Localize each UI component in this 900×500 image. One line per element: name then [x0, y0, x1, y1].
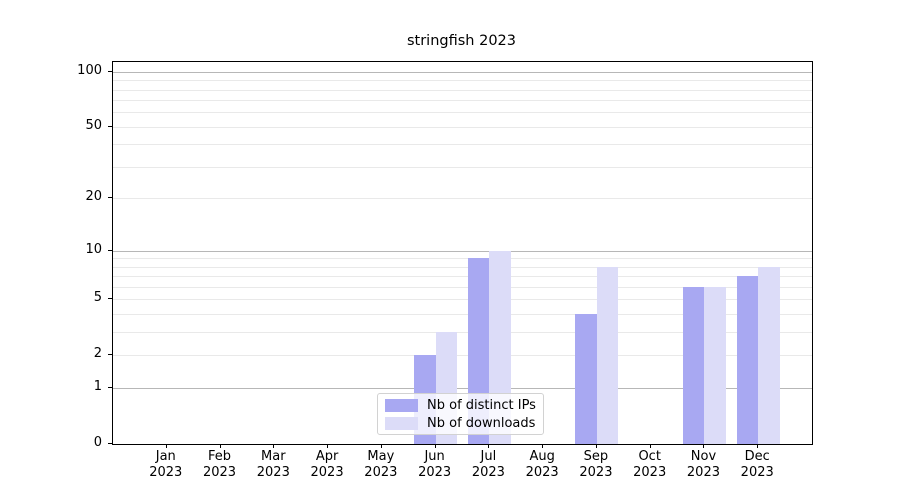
x-tick-label: Aug 2023	[525, 449, 559, 480]
gridline-minor	[113, 167, 812, 169]
y-tick-label: 20	[85, 189, 102, 205]
gridline-minor	[113, 266, 812, 268]
x-tick-label: Jun 2023	[418, 449, 452, 480]
x-tick-label: Apr 2023	[310, 449, 344, 480]
plot-area	[112, 61, 813, 445]
legend-label-distinct-ips: Nb of distinct IPs	[427, 397, 536, 413]
gridline-minor	[113, 332, 812, 334]
legend-label-downloads: Nb of downloads	[427, 415, 536, 431]
x-tick-mark	[542, 444, 544, 448]
x-tick-mark	[649, 444, 651, 448]
y-tick-mark	[108, 387, 112, 389]
gridline-minor	[113, 126, 812, 128]
y-tick-label: 1	[93, 379, 102, 395]
gridline-major	[113, 250, 812, 252]
legend-swatch-distinct-ips	[385, 398, 418, 412]
gridline-minor	[113, 198, 812, 200]
y-tick-label: 50	[85, 117, 102, 133]
bar-nb-of-downloads-dec	[758, 266, 780, 444]
x-tick-label: Jul 2023	[471, 449, 505, 480]
x-tick-mark	[219, 444, 221, 448]
y-tick-label: 100	[77, 62, 102, 78]
y-tick-label: 10	[85, 241, 102, 257]
chart-title: stringfish 2023	[406, 33, 516, 49]
x-tick-label: Sep 2023	[579, 449, 613, 480]
y-tick-mark	[108, 125, 112, 127]
x-tick-label: Nov 2023	[686, 449, 720, 480]
gridline-minor	[113, 89, 812, 91]
x-tick-label: May 2023	[364, 449, 398, 480]
gridline-minor	[113, 355, 812, 357]
gridline-minor	[113, 287, 812, 289]
bar-nb-of-downloads-sep	[596, 266, 619, 444]
gridline-minor	[113, 276, 812, 278]
y-tick-mark	[108, 354, 112, 356]
x-tick-mark	[380, 444, 382, 448]
gridline-minor	[113, 80, 812, 82]
bar-nb-of-downloads-nov	[704, 287, 726, 444]
y-tick-label: 0	[93, 435, 102, 450]
x-tick-mark	[595, 444, 597, 448]
gridline-major	[113, 71, 812, 73]
y-tick-mark	[108, 197, 112, 199]
bar-nb-of-distinct-ips-dec	[736, 276, 759, 444]
x-tick-mark	[327, 444, 329, 448]
y-tick-mark	[108, 443, 112, 444]
x-tick-label: Dec 2023	[740, 449, 774, 480]
gridline-minor	[113, 144, 812, 146]
gridline-minor	[113, 314, 812, 316]
legend-entry-downloads: Nb of downloads	[385, 416, 536, 431]
y-tick-mark	[108, 249, 112, 251]
x-tick-label: Feb 2023	[202, 449, 237, 480]
gridline-minor	[113, 100, 812, 102]
bar-nb-of-distinct-ips-sep	[575, 314, 597, 444]
x-tick-mark	[434, 444, 436, 448]
legend-entry-distinct-ips: Nb of distinct IPs	[385, 398, 536, 413]
x-tick-mark	[703, 444, 705, 448]
y-tick-mark	[108, 70, 112, 72]
x-tick-label: Jan 2023	[149, 449, 183, 480]
legend-swatch-downloads	[385, 416, 418, 430]
gridline-minor	[113, 299, 812, 301]
x-tick-label: Mar 2023	[256, 449, 290, 480]
x-tick-mark	[165, 444, 167, 448]
gridline-minor	[113, 112, 812, 114]
legend: Nb of distinct IPs Nb of downloads	[377, 393, 544, 435]
gridline-minor	[113, 258, 812, 260]
y-tick-mark	[108, 298, 112, 300]
x-tick-mark	[488, 444, 490, 448]
y-tick-label: 5	[93, 290, 102, 306]
x-tick-mark	[757, 444, 759, 448]
bar-nb-of-distinct-ips-nov	[682, 287, 705, 444]
y-tick-label: 2	[93, 346, 102, 362]
gridline-major	[113, 388, 812, 390]
x-tick-label: Oct 2023	[633, 449, 667, 480]
x-tick-mark	[273, 444, 275, 448]
